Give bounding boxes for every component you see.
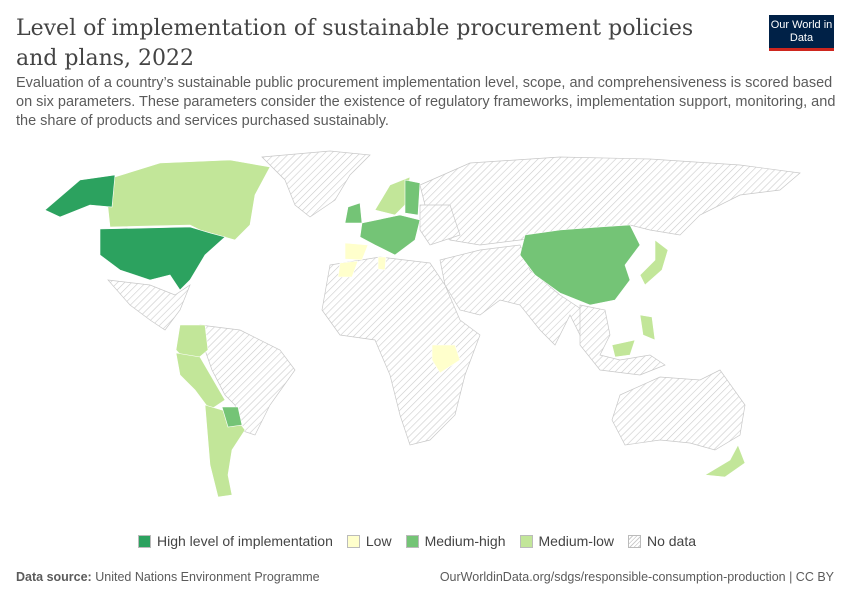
legend-swatch — [138, 534, 151, 548]
region-indonesia-part[interactable] — [611, 339, 636, 358]
brazil-venezuela[interactable] — [199, 324, 296, 436]
mexico-central-america[interactable] — [107, 279, 191, 331]
legend-item-low[interactable]: Low — [346, 533, 392, 549]
source-url[interactable]: OurWorldinData.org/sdgs/responsible-cons… — [439, 570, 834, 584]
region-morocco[interactable] — [337, 260, 359, 278]
southeast-asia[interactable] — [579, 304, 666, 376]
data-regions — [44, 159, 746, 498]
data-source-text[interactable]: United Nations Environment Programme — [95, 570, 320, 584]
no-data-regions — [107, 150, 801, 451]
region-usa[interactable] — [99, 226, 226, 291]
legend-item-medium-low[interactable]: Medium-low — [519, 533, 614, 549]
region-china[interactable] — [519, 224, 641, 306]
legend-label: No data — [646, 533, 697, 549]
world-map — [44, 150, 801, 498]
owid-logo[interactable]: Our World in Data — [769, 15, 834, 51]
australia[interactable] — [611, 369, 746, 451]
legend-label: Medium-high — [424, 533, 506, 549]
africa[interactable] — [321, 256, 481, 446]
region-paraguay[interactable] — [221, 406, 243, 428]
region-canada[interactable] — [104, 159, 271, 241]
legend-item-high[interactable]: High level of implementation — [138, 533, 333, 549]
data-source: Data source: United Nations Environment … — [16, 570, 320, 584]
legend-label: Medium-low — [538, 533, 614, 549]
legend: High level of implementation Low Medium-… — [138, 533, 696, 549]
region-philippines[interactable] — [639, 314, 656, 341]
region-uk-ireland[interactable] — [344, 202, 363, 224]
region-finland-baltics[interactable] — [404, 179, 421, 216]
legend-item-medium-high[interactable]: Medium-high — [405, 533, 506, 549]
chart-subtitle: Evaluation of a country’s sustainable pu… — [16, 75, 836, 129]
region-alaska[interactable] — [44, 174, 116, 218]
chart-title: Level of implementation of sustainable p… — [16, 16, 694, 71]
legend-swatch — [519, 534, 533, 548]
data-source-label: Data source: — [16, 570, 92, 584]
region-japan[interactable] — [639, 239, 669, 286]
legend-swatch — [627, 534, 641, 548]
legend-label: High level of implementation — [157, 533, 333, 549]
region-kenya[interactable] — [431, 344, 461, 374]
russia-asia[interactable] — [419, 156, 801, 246]
legend-swatch — [346, 534, 360, 548]
region-western-europe[interactable] — [359, 214, 421, 256]
legend-item-no-data[interactable]: No data — [627, 533, 697, 549]
legend-label: Low — [365, 533, 392, 549]
europe-east[interactable] — [419, 204, 461, 246]
legend-swatch — [405, 534, 419, 548]
region-tunisia[interactable] — [377, 256, 387, 271]
greenland[interactable] — [261, 150, 371, 218]
region-spain[interactable] — [344, 242, 369, 261]
region-new-zealand[interactable] — [704, 444, 746, 478]
